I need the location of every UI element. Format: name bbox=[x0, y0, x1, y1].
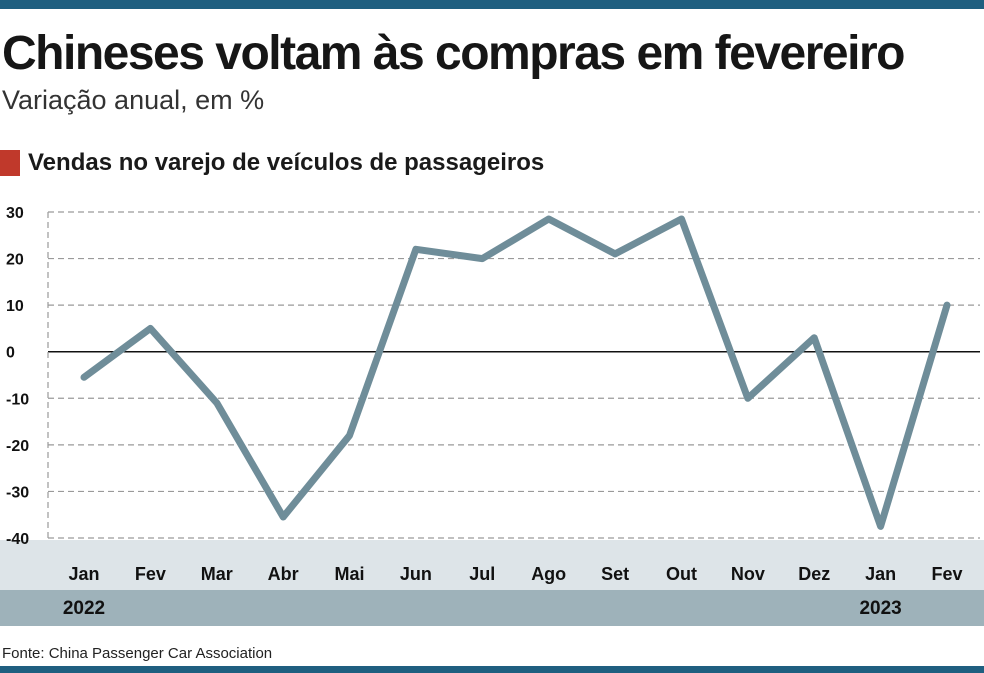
top-rule bbox=[0, 0, 984, 9]
page-title: Chineses voltam às compras em fevereiro bbox=[2, 27, 905, 80]
source-note: Fonte: China Passenger Car Association bbox=[2, 645, 273, 662]
x-tick-label: Jan bbox=[865, 564, 896, 584]
x-tick-label: Dez bbox=[798, 564, 830, 584]
legend: Vendas no varejo de veículos de passagei… bbox=[0, 148, 544, 178]
x-tick-label: Mar bbox=[201, 564, 233, 584]
y-tick-label: -40 bbox=[6, 531, 29, 548]
year-label: 2022 bbox=[63, 598, 105, 619]
year-band bbox=[0, 590, 984, 626]
line-chart: 30 20 10 0 -10 -20 -30 -40 Jan Fev Mar Abr Mai Jun Jul… bbox=[0, 205, 984, 626]
page-subtitle: Variação anual, em % bbox=[2, 85, 265, 115]
y-tick-label: 20 bbox=[6, 252, 24, 269]
x-tick-label: Ago bbox=[531, 564, 566, 584]
x-tick-label: Jan bbox=[68, 564, 99, 584]
x-tick-label: Fev bbox=[135, 564, 166, 584]
y-tick-label: 30 bbox=[6, 205, 24, 222]
series-line bbox=[80, 215, 951, 530]
month-band bbox=[0, 540, 984, 590]
x-tick-label: Nov bbox=[731, 564, 765, 584]
y-tick-label: -30 bbox=[6, 484, 29, 501]
x-tick-label: Jul bbox=[469, 564, 495, 584]
x-tick-label: Mai bbox=[335, 564, 365, 584]
x-tick-label: Abr bbox=[268, 564, 299, 584]
bottom-rule bbox=[0, 666, 984, 673]
y-tick-label: -10 bbox=[6, 391, 29, 408]
y-tick-label: -20 bbox=[6, 438, 29, 455]
year-label: 2023 bbox=[859, 598, 901, 619]
y-tick-label: 0 bbox=[6, 345, 15, 362]
x-tick-label: Fev bbox=[931, 564, 962, 584]
x-tick-label: Out bbox=[666, 564, 697, 584]
x-tick-label: Jun bbox=[400, 564, 432, 584]
x-tick-label: Set bbox=[601, 564, 629, 584]
legend-label: Vendas no varejo de veículos de passagei… bbox=[28, 149, 545, 176]
legend-swatch bbox=[0, 150, 20, 176]
y-tick-label: 10 bbox=[6, 298, 24, 315]
